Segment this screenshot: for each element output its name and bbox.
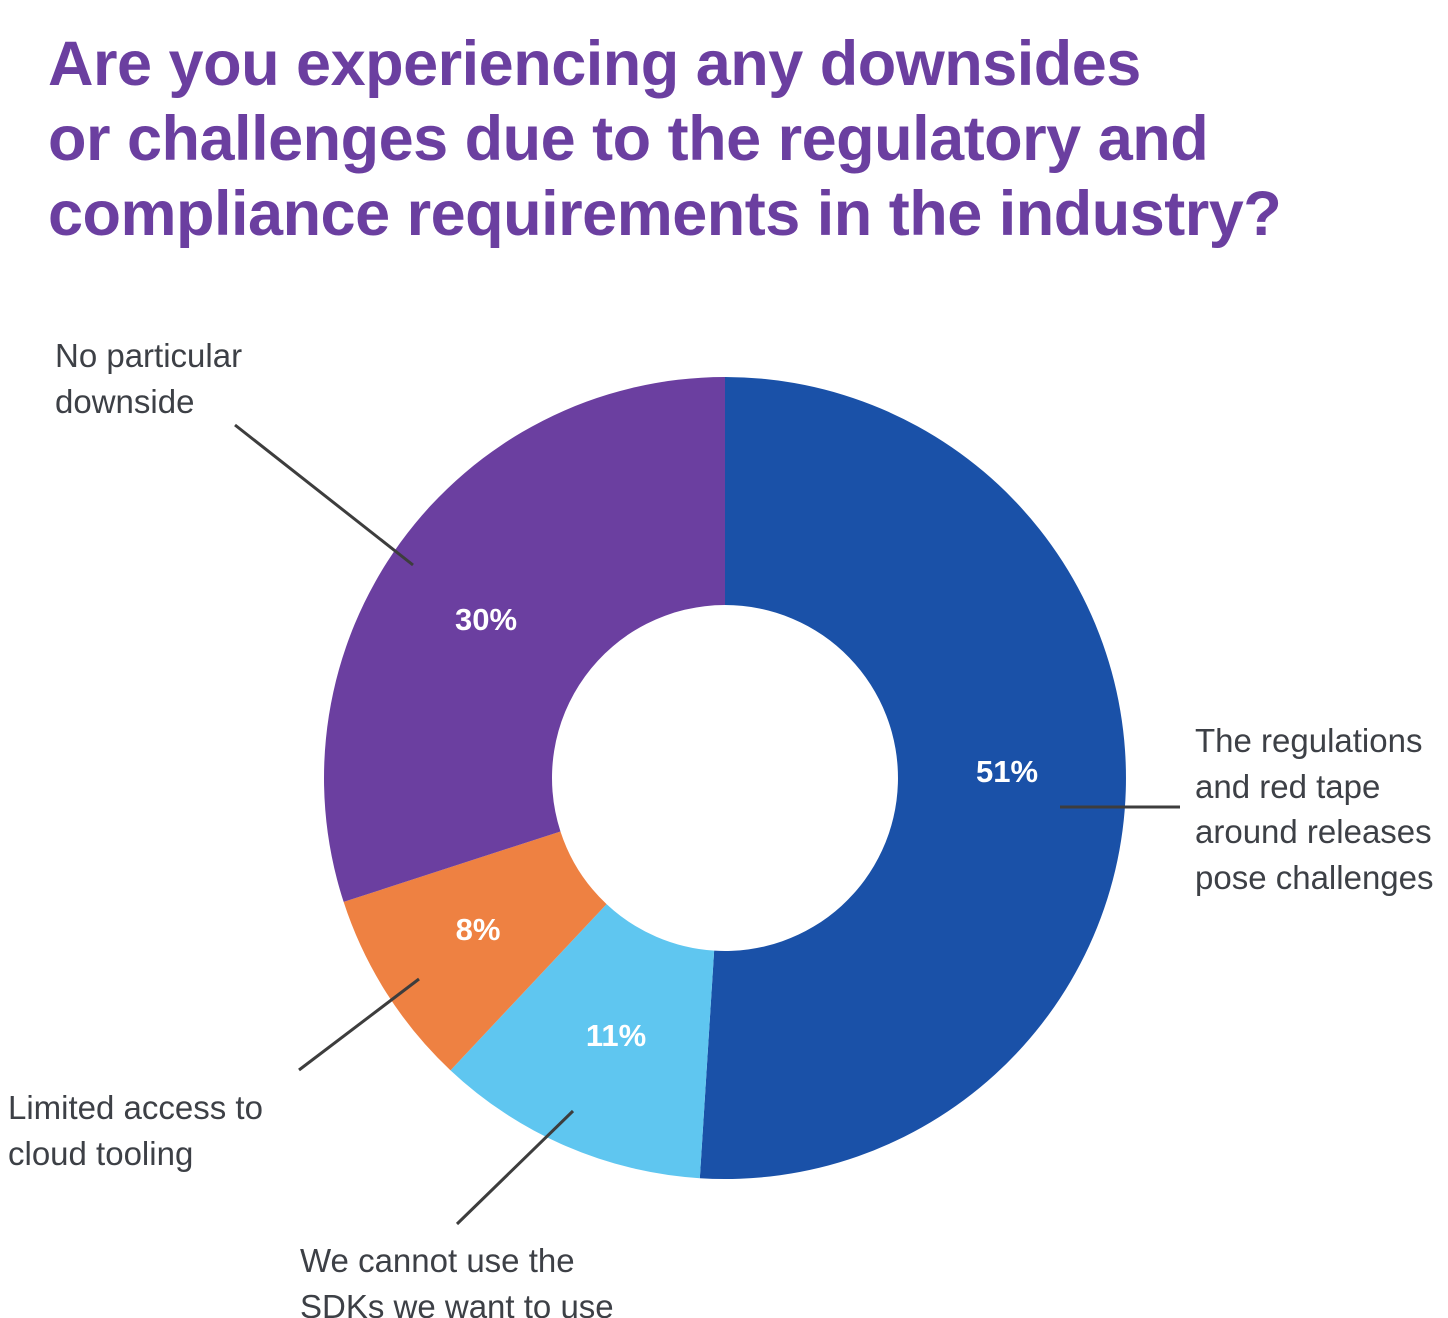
svg-text:30%: 30% [455,602,517,637]
svg-text:51%: 51% [976,754,1038,789]
svg-text:8%: 8% [456,912,501,947]
svg-text:11%: 11% [586,1018,646,1053]
